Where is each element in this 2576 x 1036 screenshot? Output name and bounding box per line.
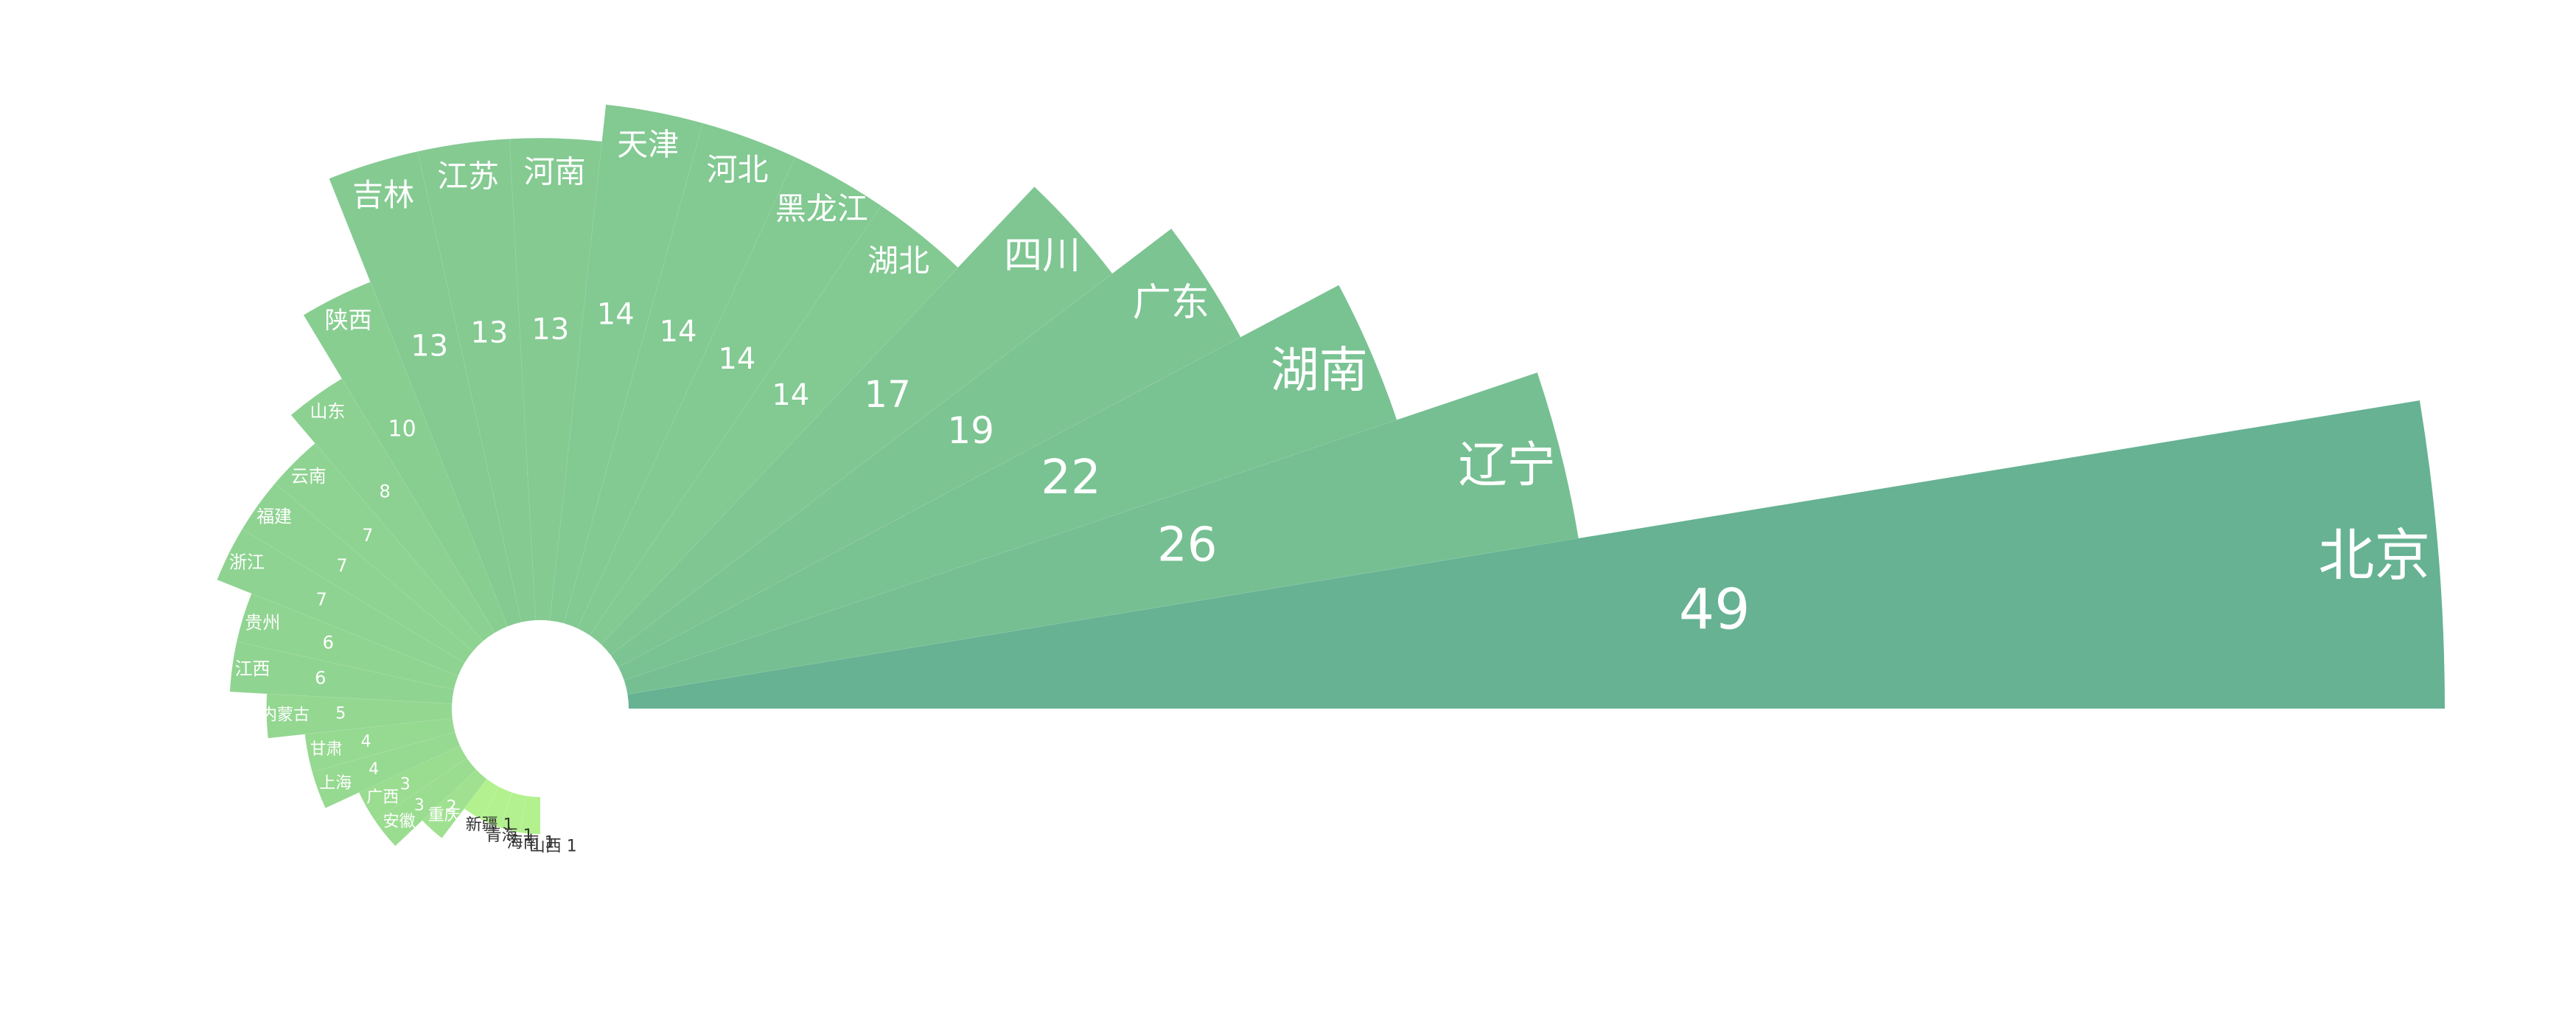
value-label: 49 xyxy=(1679,576,1751,642)
rose-segment[interactable] xyxy=(236,593,459,690)
outside-label: 青海 1 xyxy=(486,827,534,845)
value-label: 14 xyxy=(597,297,635,331)
rose-segment[interactable] xyxy=(303,281,509,633)
category-label: 湖南 xyxy=(1271,341,1368,398)
category-label: 广东 xyxy=(1133,281,1210,325)
value-label: 5 xyxy=(335,704,346,723)
category-label: 福建 xyxy=(256,507,292,527)
rose-segment[interactable] xyxy=(610,228,1241,668)
rose-segment[interactable] xyxy=(274,442,484,653)
value-label: 10 xyxy=(388,417,416,442)
category-label: 浙江 xyxy=(229,552,265,573)
category-label: 陕西 xyxy=(325,306,372,334)
rose-segment[interactable] xyxy=(266,693,453,739)
value-label: 7 xyxy=(362,525,373,546)
rose-segment[interactable] xyxy=(600,186,1113,656)
category-label: 广西 xyxy=(366,788,399,807)
value-label: 14 xyxy=(772,378,809,412)
category-label: 内蒙古 xyxy=(261,706,310,724)
value-label: 26 xyxy=(1157,518,1217,572)
value-label: 4 xyxy=(361,732,371,751)
category-label: 湖北 xyxy=(868,243,929,279)
value-label: 14 xyxy=(660,315,697,349)
value-label: 19 xyxy=(947,409,994,452)
rose-segment[interactable] xyxy=(304,717,455,773)
rose-segment[interactable] xyxy=(358,745,468,821)
category-label: 黑龙江 xyxy=(775,190,868,226)
category-label: 河南 xyxy=(524,153,586,190)
value-label: 7 xyxy=(316,589,327,610)
rose-segment[interactable] xyxy=(311,731,461,809)
value-label: 17 xyxy=(864,373,911,416)
rose-segment[interactable] xyxy=(589,205,959,645)
category-label: 四川 xyxy=(1004,234,1081,278)
category-label: 江西 xyxy=(234,658,270,679)
outside-label: 海南 1 xyxy=(507,834,555,852)
value-label: 4 xyxy=(369,760,379,779)
rose-segment[interactable] xyxy=(509,137,603,622)
rose-segment[interactable] xyxy=(499,792,527,833)
rose-segment[interactable] xyxy=(374,757,477,846)
rose-segment[interactable] xyxy=(216,528,465,677)
value-label: 3 xyxy=(414,796,425,815)
value-label: 6 xyxy=(323,633,334,653)
category-label: 甘肃 xyxy=(310,740,342,759)
rose-segment[interactable] xyxy=(422,768,488,839)
rose-segment[interactable] xyxy=(290,378,495,642)
rose-segment[interactable] xyxy=(464,778,500,821)
rose-segment[interactable] xyxy=(576,156,882,636)
rose-labels: 北京49辽宁26湖南22广东19四川17湖北14黑龙江14河北14天津14河南1… xyxy=(229,127,2430,856)
value-label: 14 xyxy=(718,342,755,376)
value-label: 2 xyxy=(447,798,457,816)
rose-segment[interactable] xyxy=(563,122,796,629)
rose-segments xyxy=(216,104,2446,846)
category-label: 辽宁 xyxy=(1459,437,1556,493)
rose-segment[interactable] xyxy=(549,104,704,624)
category-label: 天津 xyxy=(617,127,679,163)
category-label: 安徽 xyxy=(383,813,416,831)
value-label: 8 xyxy=(380,481,391,501)
value-label: 6 xyxy=(315,667,326,688)
category-label: 河北 xyxy=(706,151,768,187)
rose-segment[interactable] xyxy=(241,482,474,664)
value-label: 13 xyxy=(470,316,508,350)
outside-label: 新疆 1 xyxy=(466,816,514,835)
category-label: 贵州 xyxy=(245,612,280,633)
rose-segment[interactable] xyxy=(618,284,1397,681)
outside-label: 山西 1 xyxy=(529,838,577,856)
value-label: 3 xyxy=(400,776,411,794)
rose-segment[interactable] xyxy=(417,138,537,623)
value-label: 22 xyxy=(1041,451,1100,505)
rose-segment[interactable] xyxy=(519,795,541,835)
category-label: 山东 xyxy=(310,401,345,422)
rose-segment[interactable] xyxy=(229,641,455,705)
category-label: 上海 xyxy=(319,774,352,793)
rose-segment[interactable] xyxy=(626,400,2446,709)
rose-segment[interactable] xyxy=(481,786,513,829)
rose-segment[interactable] xyxy=(624,372,1580,695)
value-label: 13 xyxy=(531,313,569,347)
category-label: 云南 xyxy=(291,466,327,487)
category-label: 北京 xyxy=(2318,522,2430,588)
category-label: 吉林 xyxy=(352,177,414,213)
category-label: 重庆 xyxy=(428,806,461,824)
category-label: 江苏 xyxy=(437,159,499,195)
value-label: 13 xyxy=(411,329,448,363)
rose-segment[interactable] xyxy=(328,150,522,627)
value-label: 7 xyxy=(336,555,347,576)
